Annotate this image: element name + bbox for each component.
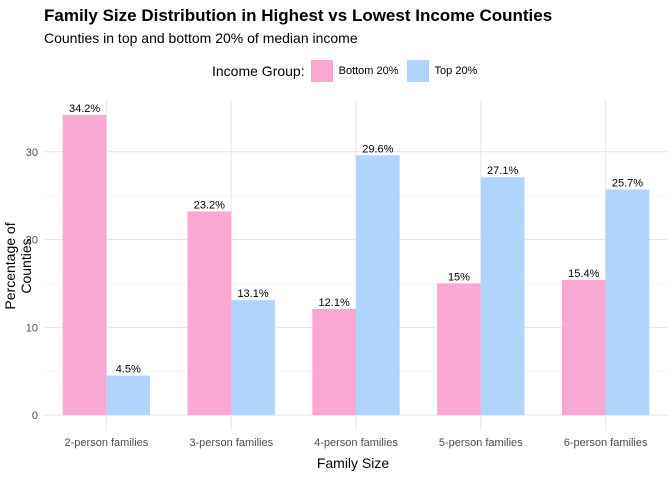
bar — [312, 308, 356, 416]
bar — [561, 279, 606, 416]
y-tick-label: 0 — [32, 410, 38, 422]
bar — [437, 283, 481, 416]
bar — [187, 211, 232, 416]
legend-label-bottom-20: Bottom 20% — [338, 65, 399, 77]
data-label: 25.7% — [612, 178, 643, 190]
legend: Income Group: Bottom 20% Top 20% — [212, 59, 485, 83]
bar — [356, 155, 400, 416]
bar — [480, 177, 525, 416]
data-label: 29.6% — [362, 143, 393, 155]
legend-title: Income Group: — [212, 63, 305, 79]
legend-label-top-20: Top 20% — [434, 65, 478, 77]
bar — [62, 114, 107, 416]
data-label: 12.1% — [319, 297, 350, 309]
legend-swatch-bottom-20 — [310, 60, 333, 82]
bar — [231, 300, 275, 416]
x-tick-label: 3-person families — [189, 437, 273, 449]
bar — [605, 189, 650, 416]
legend-swatch-top-20 — [406, 60, 429, 82]
y-tick-label: 20 — [26, 235, 38, 247]
x-axis-label: Family Size — [316, 455, 390, 471]
bar — [106, 375, 151, 416]
y-tick-label: 30 — [26, 147, 38, 159]
data-label: 27.1% — [487, 165, 518, 177]
y-axis-label: Percentage of Counties — [2, 222, 34, 310]
y-tick-label: 10 — [26, 322, 38, 334]
data-label: 34.2% — [69, 103, 100, 115]
x-tick-label: 2-person families — [65, 437, 149, 449]
data-label: 15.4% — [568, 268, 599, 280]
x-tick-label: 4-person families — [314, 437, 398, 449]
data-label: 4.5% — [116, 364, 141, 376]
x-tick-label: 6-person families — [564, 437, 648, 449]
legend-item-bottom-20: Bottom 20% — [310, 60, 399, 82]
legend-item-top-20: Top 20% — [406, 60, 478, 82]
data-label: 23.2% — [194, 199, 225, 211]
data-label: 13.1% — [237, 288, 268, 300]
x-tick-label: 5-person families — [439, 437, 523, 449]
data-label: 15% — [448, 271, 470, 283]
chart-subtitle: Counties in top and bottom 20% of median… — [44, 30, 358, 46]
chart-title: Family Size Distribution in Highest vs L… — [44, 6, 553, 25]
